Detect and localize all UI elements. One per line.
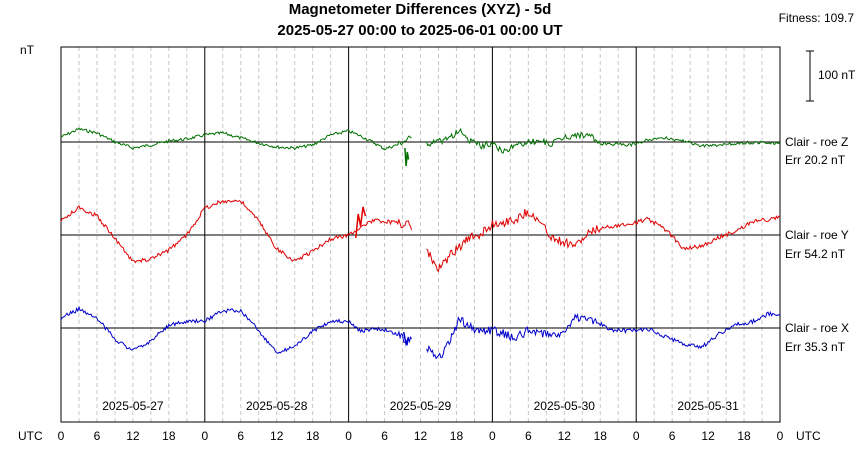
series-disturbance-1	[355, 206, 367, 239]
x-tick-label: 0	[58, 429, 65, 443]
x-tick-label: 18	[450, 429, 464, 443]
x-tick-label: 0	[489, 429, 496, 443]
x-tick-label: 0	[633, 429, 640, 443]
day-label: 2025-05-29	[390, 399, 452, 413]
series-line-clair-roe-y-1	[426, 209, 781, 273]
series-x-err: Err 35.3 nT	[785, 340, 846, 354]
day-labels: 2025-05-27 2025-05-28 2025-05-29 2025-05-30…	[102, 399, 739, 413]
x-tick-label: 0	[201, 429, 208, 443]
series-z-err: Err 20.2 nT	[785, 153, 846, 167]
day-label: 2025-05-31	[677, 399, 739, 413]
x-tick-label: 12	[701, 429, 715, 443]
series-y-err: Err 54.2 nT	[785, 247, 846, 261]
series-line-clair-roe-z-0	[60, 127, 412, 151]
x-axis-label-left: UTC	[18, 429, 43, 443]
x-tick-label: 18	[594, 429, 608, 443]
x-tick-label: 6	[237, 429, 244, 443]
x-tick-label: 12	[414, 429, 428, 443]
x-tick-label: 12	[558, 429, 572, 443]
series-z-name: Clair - roe Z	[785, 135, 848, 149]
x-tick-label: 6	[381, 429, 388, 443]
plot-frame	[60, 46, 781, 423]
x-tick-label: 0	[777, 429, 784, 443]
scale-bar-label: 100 nT	[818, 68, 856, 82]
series-x-name: Clair - roe X	[785, 321, 849, 335]
chart-title: Magnetometer Differences (XYZ) - 5d	[289, 1, 552, 18]
x-tick-label: 6	[525, 429, 532, 443]
x-tick-label: 12	[270, 429, 284, 443]
day-label: 2025-05-28	[246, 399, 308, 413]
fitness-label: Fitness: 109.7	[779, 11, 855, 25]
series-labels: Clair - roe Z Err 20.2 nT Clair - roe Y …	[785, 135, 849, 354]
chart-subtitle: 2025-05-27 00:00 to 2025-06-01 00:00 UT	[277, 22, 562, 39]
y-axis-label: nT	[20, 43, 35, 57]
series-y-name: Clair - roe Y	[785, 228, 849, 242]
series-line-clair-roe-z-1	[426, 127, 781, 154]
series-disturbance-2	[402, 331, 410, 347]
series-line-clair-roe-x-0	[60, 305, 412, 355]
x-tick-label: 12	[126, 429, 140, 443]
x-tick-label: 0	[345, 429, 352, 443]
x-tick-label: 18	[737, 429, 751, 443]
x-tick-labels: 0 6 12 18 0 6 12 18 0 6 12 18 0 6 12 18 0 6 12 18 0	[58, 429, 784, 443]
scale-bar	[806, 50, 814, 102]
series-disturbance-0	[404, 147, 410, 167]
x-tick-label: 6	[669, 429, 676, 443]
x-axis-label-right: UTC	[796, 429, 821, 443]
x-tick-label: 18	[162, 429, 176, 443]
x-tick-label: 18	[306, 429, 320, 443]
series-group	[60, 127, 781, 360]
series-line-clair-roe-x-1	[426, 310, 781, 360]
day-label: 2025-05-27	[102, 399, 164, 413]
x-tick-label: 6	[94, 429, 101, 443]
series-line-clair-roe-y-0	[60, 199, 412, 264]
day-label: 2025-05-30	[534, 399, 596, 413]
